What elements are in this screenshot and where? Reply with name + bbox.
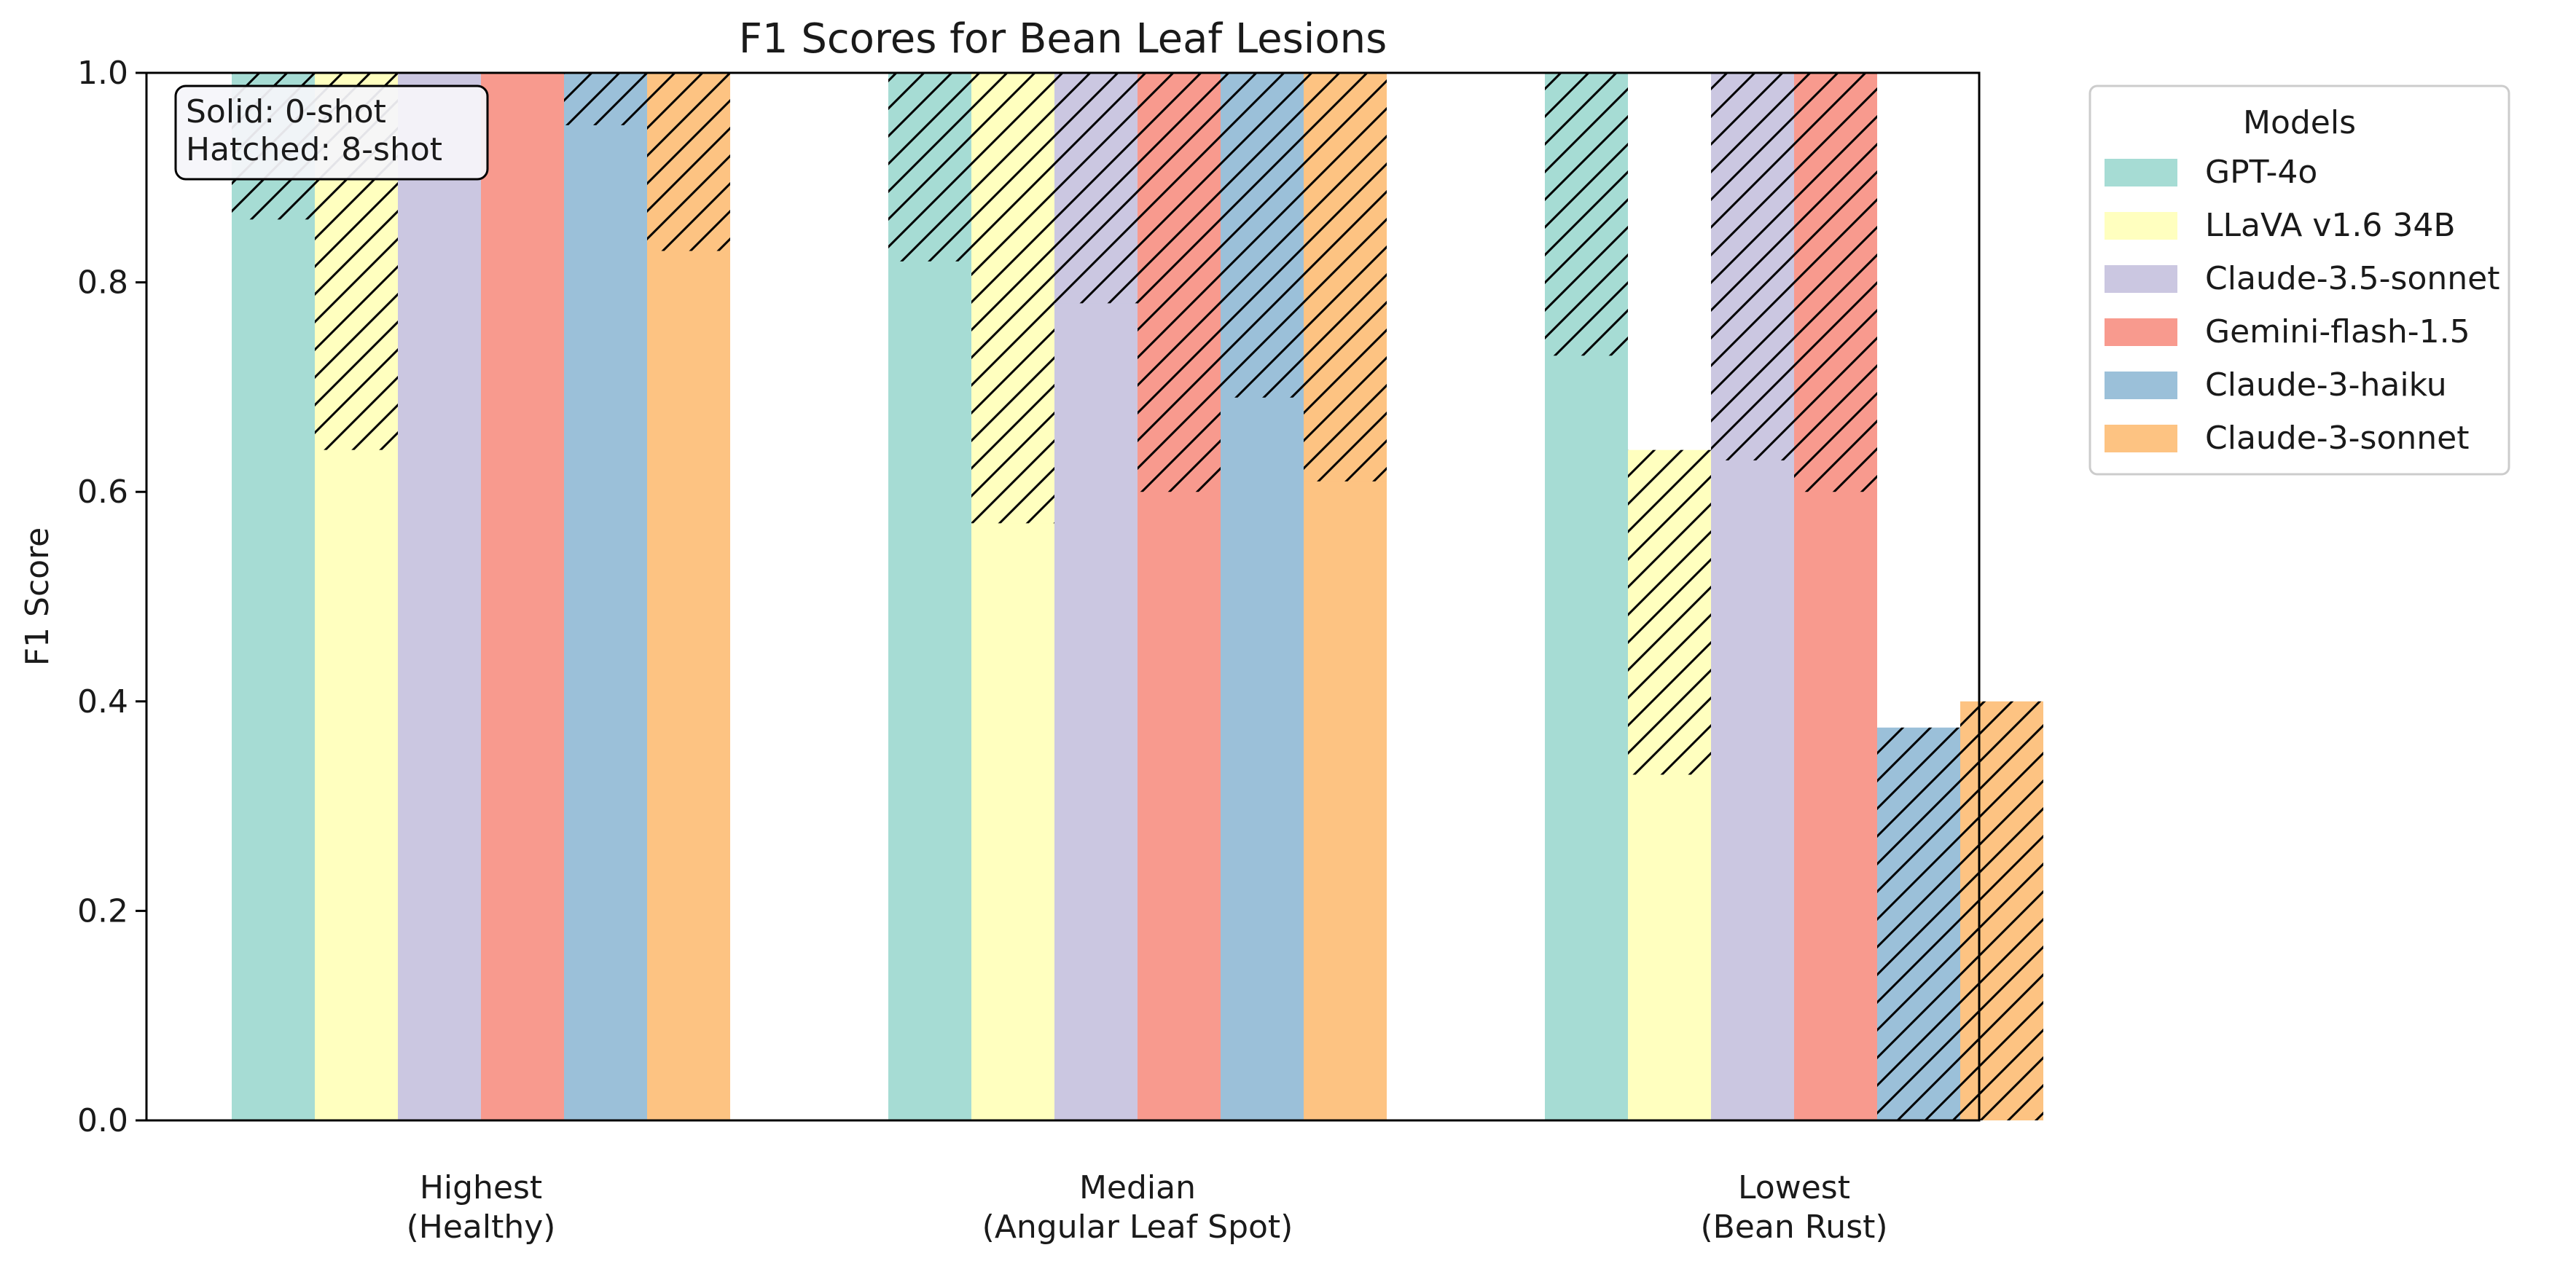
legend-label-5: Claude-3-sonnet bbox=[2205, 420, 2469, 457]
y-tick-label-2: 0.4 bbox=[77, 683, 128, 720]
legend-swatch-5 bbox=[2105, 425, 2177, 452]
plot-frame bbox=[145, 71, 1981, 1122]
y-tick-label-1: 0.2 bbox=[77, 892, 128, 930]
legend-label-3: Gemini-flash-1.5 bbox=[2205, 313, 2470, 350]
bar-0shot-3-1 bbox=[1138, 492, 1221, 1120]
bar-0shot-1-1 bbox=[971, 523, 1054, 1120]
bar-8shot-hatch-4-2 bbox=[1877, 727, 1960, 1120]
x-category-label-1-1: (Angular Leaf Spot) bbox=[982, 1209, 1293, 1246]
bar-0shot-5-1 bbox=[1304, 481, 1387, 1120]
y-tick-label-0: 0.0 bbox=[77, 1102, 128, 1139]
bar-0shot-2-2 bbox=[1711, 460, 1794, 1120]
y-tick-label-5: 1.0 bbox=[77, 55, 128, 92]
annotation-line-0: Solid: 0-shot bbox=[186, 93, 386, 130]
annotation-box bbox=[174, 85, 489, 181]
x-category-label-0-0: Highest bbox=[420, 1169, 542, 1206]
annotation-line-1: Hatched: 8-shot bbox=[186, 131, 442, 168]
y-tick-label-4: 0.8 bbox=[77, 264, 128, 302]
bar-0shot-5-0 bbox=[647, 251, 730, 1121]
x-category-label-2-1: (Bean Rust) bbox=[1700, 1209, 1887, 1246]
chart-title: F1 Scores for Bean Leaf Lesions bbox=[739, 15, 1387, 63]
bar-0shot-1-2 bbox=[1628, 774, 1711, 1120]
bar-0shot-2-0 bbox=[398, 73, 481, 1120]
bar-0shot-4-1 bbox=[1221, 397, 1304, 1120]
legend-swatch-2 bbox=[2105, 265, 2177, 293]
bar-0shot-0-1 bbox=[888, 261, 971, 1121]
bar-0shot-2-1 bbox=[1054, 303, 1138, 1120]
bar-0shot-4-0 bbox=[564, 125, 647, 1120]
legend-swatch-1 bbox=[2105, 212, 2177, 240]
x-category-label-0-1: (Healthy) bbox=[407, 1209, 556, 1246]
bar-0shot-3-2 bbox=[1794, 492, 1877, 1120]
legend-title: Models bbox=[2243, 104, 2356, 141]
y-tick-label-3: 0.6 bbox=[77, 474, 128, 511]
legend-swatch-3 bbox=[2105, 318, 2177, 346]
y-axis-label: F1 Score bbox=[19, 527, 56, 667]
legend-swatch-4 bbox=[2105, 372, 2177, 399]
legend-swatch-0 bbox=[2105, 159, 2177, 186]
bar-8shot-hatch-5-2 bbox=[1960, 701, 2043, 1120]
legend-label-2: Claude-3.5-sonnet bbox=[2205, 260, 2499, 297]
legend-label-4: Claude-3-haiku bbox=[2205, 366, 2447, 404]
legend-box bbox=[2088, 85, 2510, 476]
legend-label-1: LLaVA v1.6 34B bbox=[2205, 207, 2456, 244]
x-category-label-1-0: Median bbox=[1079, 1169, 1196, 1206]
bar-0shot-0-0 bbox=[232, 219, 315, 1120]
legend-label-0: GPT-4o bbox=[2205, 154, 2317, 191]
bar-0shot-3-0 bbox=[481, 73, 564, 1120]
x-category-label-2-0: Lowest bbox=[1738, 1169, 1850, 1206]
bar-0shot-1-0 bbox=[315, 449, 398, 1120]
bar-0shot-0-2 bbox=[1545, 355, 1628, 1120]
